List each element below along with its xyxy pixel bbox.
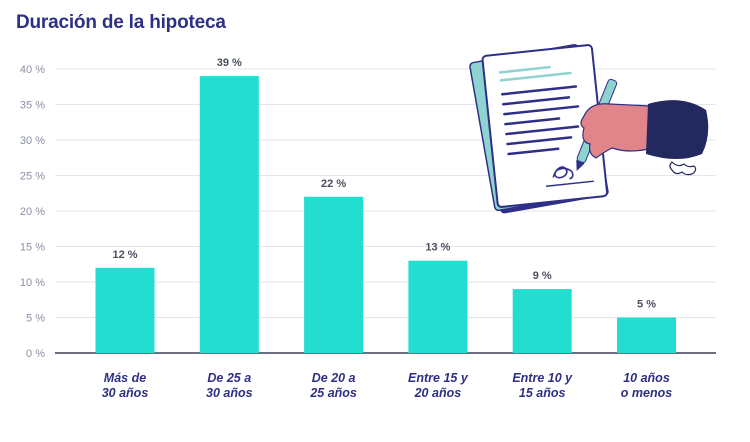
bar [95,267,155,353]
x-tick-label: Entre 15 y [408,371,469,385]
data-label: 13 % [425,242,450,254]
y-tick-label: 35 % [20,100,45,112]
data-label: 39 % [217,57,242,69]
x-tick-label: De 25 a [207,371,251,385]
x-tick-label: 30 años [206,386,253,400]
data-label: 9 % [533,270,552,282]
x-tick-label: 25 años [309,386,357,400]
x-tick-label: 15 años [519,386,566,400]
bar [408,260,468,353]
contract-signing-icon [469,44,709,214]
bar [512,289,572,353]
y-tick-label: 15 % [20,242,45,254]
data-label: 22 % [321,178,346,190]
x-tick-label: 10 años [623,371,670,385]
y-tick-label: 0 % [26,348,45,360]
x-tick-label: o menos [621,386,672,400]
x-tick-label: Entre 10 y [512,371,573,385]
y-tick-label: 5 % [26,313,45,325]
y-tick-label: 20 % [20,206,45,218]
bar [199,76,259,353]
x-tick-label: Más de [104,371,146,385]
bar [304,196,364,353]
data-label: 12 % [112,249,137,261]
y-tick-label: 40 % [20,64,45,76]
y-tick-label: 10 % [20,277,45,289]
x-tick-label: 20 años [414,386,462,400]
bar [617,317,676,353]
x-tick-label: De 20 a [312,371,356,385]
y-tick-label: 30 % [20,135,45,147]
y-tick-label: 25 % [20,171,45,183]
chart-title: Duración de la hipoteca [16,12,226,33]
x-tick-label: 30 años [102,386,149,400]
data-label: 5 % [637,299,656,311]
